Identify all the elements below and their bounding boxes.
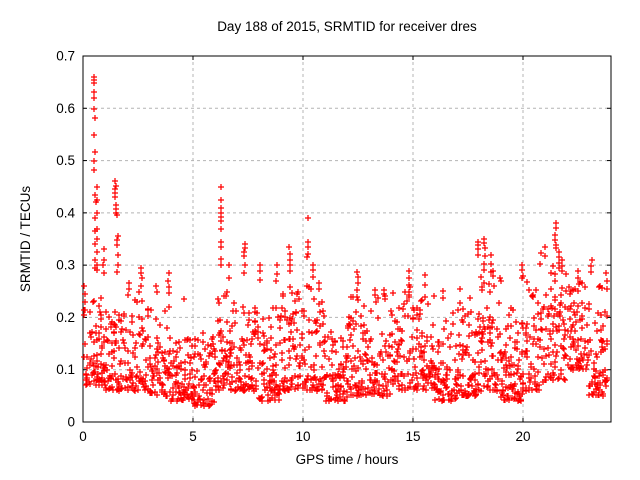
x-tick-label: 0	[79, 429, 87, 444]
y-tick-label: 0	[67, 415, 75, 430]
x-tick-label: 15	[405, 429, 420, 444]
y-tick-label: 0.1	[56, 362, 75, 377]
x-tick-labels: 0 5 10 15 20	[79, 429, 530, 444]
y-tick-label: 0.6	[56, 101, 75, 116]
data-points	[81, 74, 610, 409]
y-tick-label: 0.5	[56, 153, 75, 168]
y-tick-label: 0.3	[56, 258, 75, 273]
plot-border	[82, 55, 612, 423]
y-tick-labels: 0 0.1 0.2 0.3 0.4 0.5 0.6 0.7	[56, 49, 75, 430]
y-tick-label: 0.7	[56, 49, 75, 64]
x-tick-label: 5	[189, 429, 197, 444]
y-tick-label: 0.2	[56, 310, 75, 325]
x-axis-label: GPS time / hours	[296, 452, 399, 467]
chart-title: Day 188 of 2015, SRMTID for receiver dre…	[217, 19, 477, 34]
y-tick-label: 0.4	[56, 205, 75, 220]
x-tick-label: 20	[515, 429, 530, 444]
scatter-markers	[81, 74, 610, 409]
x-tick-label: 10	[295, 429, 310, 444]
y-axis-label: SRMTID / TECUs	[18, 186, 33, 293]
